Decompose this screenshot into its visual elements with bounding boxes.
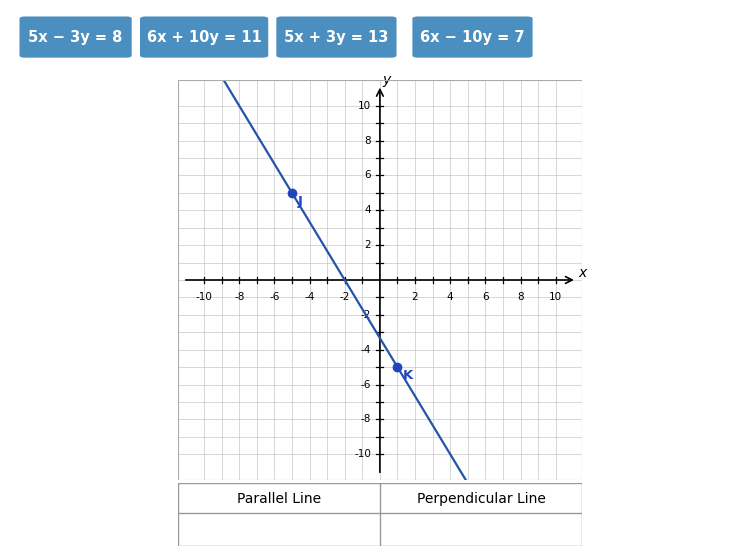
Text: J: J — [297, 194, 302, 208]
Text: 10: 10 — [549, 292, 562, 302]
Text: 2: 2 — [364, 240, 371, 250]
FancyBboxPatch shape — [20, 16, 132, 58]
Text: -10: -10 — [355, 449, 371, 459]
Text: 4: 4 — [364, 205, 371, 215]
Text: Perpendicular Line: Perpendicular Line — [417, 492, 545, 506]
Text: -2: -2 — [339, 292, 350, 302]
Text: K: K — [403, 369, 413, 382]
FancyBboxPatch shape — [413, 16, 533, 58]
Text: -4: -4 — [305, 292, 314, 302]
Text: 5x + 3y = 13: 5x + 3y = 13 — [284, 30, 389, 44]
FancyBboxPatch shape — [140, 16, 268, 58]
Text: 6x + 10y = 11: 6x + 10y = 11 — [147, 30, 262, 44]
Text: 5x − 3y = 8: 5x − 3y = 8 — [29, 30, 122, 44]
Text: x: x — [578, 266, 586, 280]
Text: 6: 6 — [364, 170, 371, 181]
Text: 6x − 10y = 7: 6x − 10y = 7 — [420, 30, 525, 44]
Text: y: y — [383, 72, 391, 87]
Text: 8: 8 — [364, 136, 371, 145]
Text: -10: -10 — [196, 292, 212, 302]
Text: -2: -2 — [361, 310, 371, 320]
Text: 8: 8 — [517, 292, 524, 302]
Text: 10: 10 — [358, 101, 371, 111]
FancyBboxPatch shape — [276, 16, 396, 58]
Text: -6: -6 — [269, 292, 280, 302]
Text: Parallel Line: Parallel Line — [237, 492, 321, 506]
Text: -8: -8 — [234, 292, 244, 302]
Text: 6: 6 — [482, 292, 488, 302]
Text: -6: -6 — [361, 379, 371, 390]
Text: -8: -8 — [361, 414, 371, 424]
Text: 4: 4 — [447, 292, 454, 302]
Text: -4: -4 — [361, 345, 371, 355]
Text: 2: 2 — [412, 292, 418, 302]
